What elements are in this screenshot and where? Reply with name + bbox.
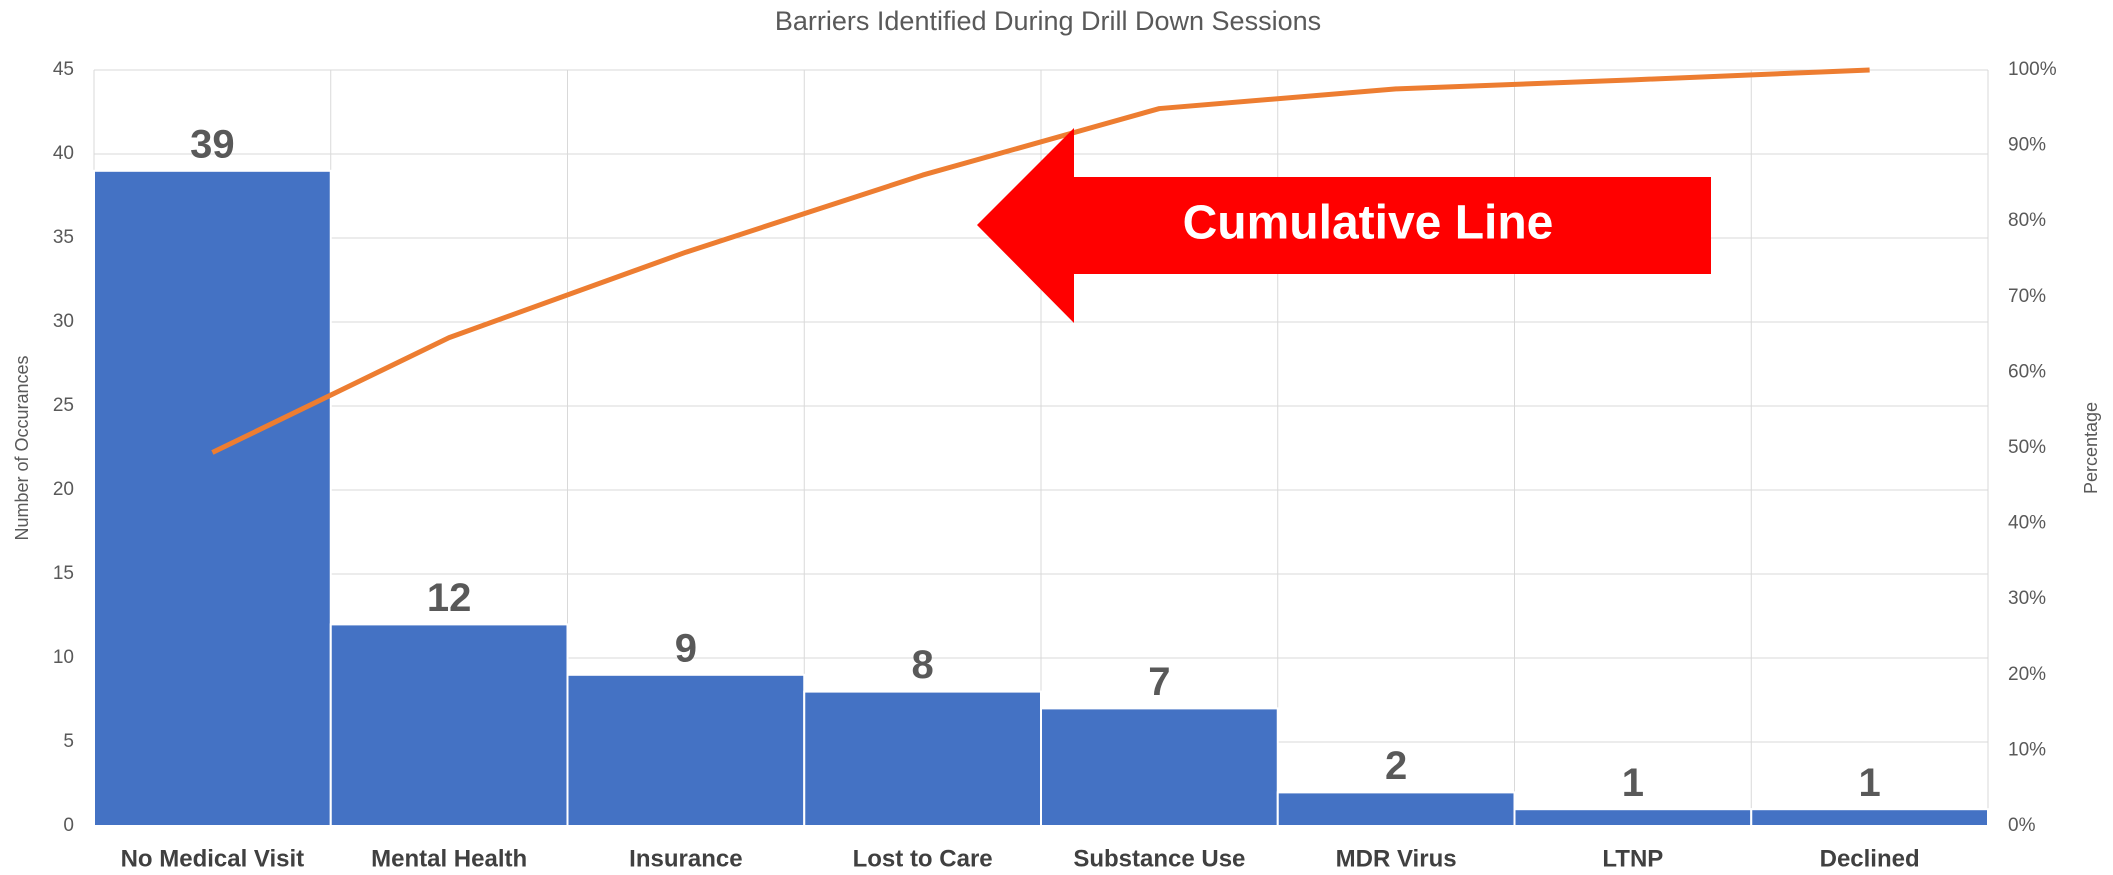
bar [93,169,332,828]
bar [566,673,806,827]
x-tick-label: Substance Use [1073,845,1245,872]
bar [329,623,569,828]
y-tick-label: 0 [63,815,74,836]
annotation-arrow [977,128,1711,323]
y-tick-label: 45 [53,59,74,80]
y2-tick-label: 60% [2008,361,2046,382]
y2-tick-label: 0% [2008,815,2036,836]
y-tick-label: 5 [63,731,74,752]
x-tick-label: Declined [1820,845,1920,872]
data-label: 2 [1385,744,1407,788]
y-tick-label: 25 [53,395,74,416]
y2-tick-label: 80% [2008,210,2046,231]
y2-tick-label: 100% [2008,59,2057,80]
y-tick-label: 35 [53,227,74,248]
cumulative-line [211,67,1870,455]
y2-tick-label: 30% [2008,588,2046,609]
y-tick-label: 30 [53,311,74,332]
x-tick-label: Lost to Care [853,845,993,872]
x-tick-label: MDR Virus [1336,845,1457,872]
x-tick-label: Mental Health [371,845,527,872]
y2-tick-label: 40% [2008,513,2046,534]
bar [1513,808,1753,828]
y-tick-label: 15 [53,563,74,584]
x-tick-label: Insurance [629,845,742,872]
bar [1276,791,1516,828]
data-label: 39 [190,122,235,166]
y2-axis-label: Percentage [2081,402,2101,494]
data-label: 12 [427,576,472,620]
bar [1040,707,1279,828]
chart-title: Barriers Identified During Drill Down Se… [775,6,1321,36]
bar [1750,808,1989,828]
data-label: 1 [1859,761,1881,805]
y-tick-label: 20 [53,479,74,500]
y2-tick-label: 90% [2008,135,2046,156]
y-axis-label: Number of Occurances [12,355,32,540]
y2-tick-label: 50% [2008,437,2046,458]
data-label: 9 [675,626,697,670]
y-tick-label: 10 [53,647,74,668]
y2-tick-label: 10% [2008,739,2046,760]
data-label: 8 [912,643,934,687]
x-tick-label: LTNP [1602,845,1663,872]
annotation-text: Cumulative Line [1183,197,1554,250]
y-tick-label: 40 [53,143,74,164]
x-tick-label: No Medical Visit [121,845,305,872]
bar [803,690,1042,827]
data-label: 7 [1148,660,1170,704]
y2-tick-label: 70% [2008,286,2046,307]
data-label: 1 [1622,761,1644,805]
y2-tick-label: 20% [2008,664,2046,685]
